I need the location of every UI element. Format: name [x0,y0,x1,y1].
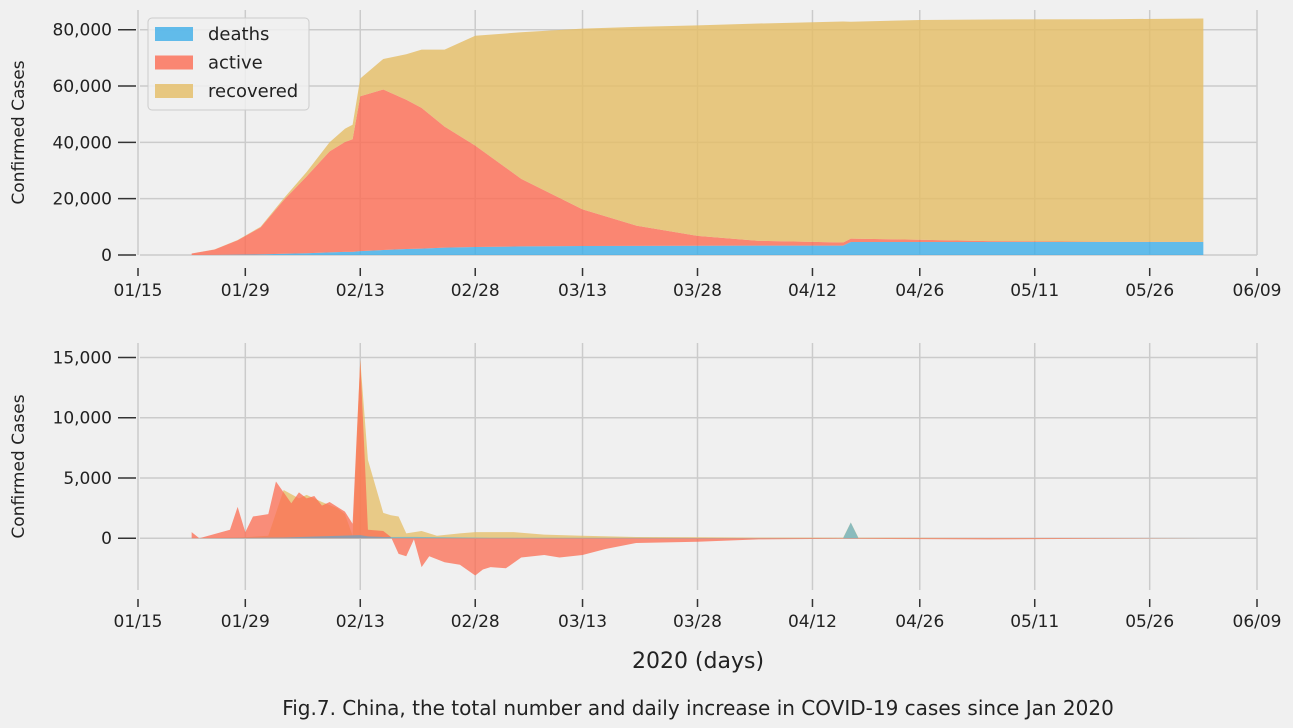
y-axis-title: Confirmed Cases [9,394,29,538]
legend-swatch-active [155,55,193,70]
legend-swatch-recovered [155,84,193,98]
y-tick-label: 20,000 [53,190,112,210]
area-series-group [191,18,1204,255]
x-tick-label: 02/13 [336,612,385,632]
legend-label-recovered: recovered [208,81,298,102]
x-tick-label: 03/28 [673,281,722,301]
daily-increase-chart: 01/15 01/29 02/13 02/28 03/13 03/28 04/12 04/26… [9,343,1282,632]
x-tick-label: 04/26 [895,281,944,301]
y-tick-label: 80,000 [53,21,112,41]
x-tick-label: 05/26 [1125,281,1174,301]
area-active [191,89,1204,255]
grid [137,343,1258,590]
x-tick-label: 03/13 [558,612,607,632]
x-tick-label: 05/11 [1010,281,1059,301]
x-tick-label: 02/28 [451,281,500,301]
figure-caption: Fig.7. China, the total number and daily… [282,696,1114,720]
x-tick-label: 01/15 [114,281,163,301]
x-tick-label: 02/13 [336,281,385,301]
legend-label-deaths: deaths [208,24,269,45]
x-tick-label: 05/26 [1125,612,1174,632]
y-tick-label: 60,000 [53,77,112,97]
y-tick-label: 40,000 [53,133,112,153]
x-tick-label: 03/28 [673,612,722,632]
x-tick-label: 02/28 [451,612,500,632]
x-tick-label: 04/12 [788,612,837,632]
legend-swatch-deaths [155,27,193,41]
x-tick-label: 06/09 [1233,612,1282,632]
area-recovered [191,18,1204,254]
y-tick-label: 0 [101,529,112,549]
y-tick-label: 5,000 [63,469,112,489]
x-tick-label: 01/15 [114,612,163,632]
y-tick-label: 10,000 [53,409,112,429]
total-cases-chart: 01/15 01/29 02/13 02/28 03/13 03/28 04/12 04/26… [9,10,1282,301]
area-series-group [191,359,1204,576]
x-tick-label: 01/29 [221,612,270,632]
y-axis-title: Confirmed Cases [9,60,29,204]
x-tick-label: 01/29 [221,281,270,301]
y-tick-label: 0 [101,246,112,266]
x-tick-label: 03/13 [558,281,607,301]
area-deaths [191,241,1204,255]
x-tick-label: 05/11 [1010,612,1059,632]
legend: deaths active recovered [147,17,310,111]
legend-label-active: active [208,53,263,74]
x-tick-label: 04/12 [788,281,837,301]
x-tick-label: 04/26 [895,612,944,632]
y-tick-label: 15,000 [53,348,112,368]
x-axis-title: 2020 (days) [632,649,764,674]
x-tick-label: 06/09 [1233,281,1282,301]
